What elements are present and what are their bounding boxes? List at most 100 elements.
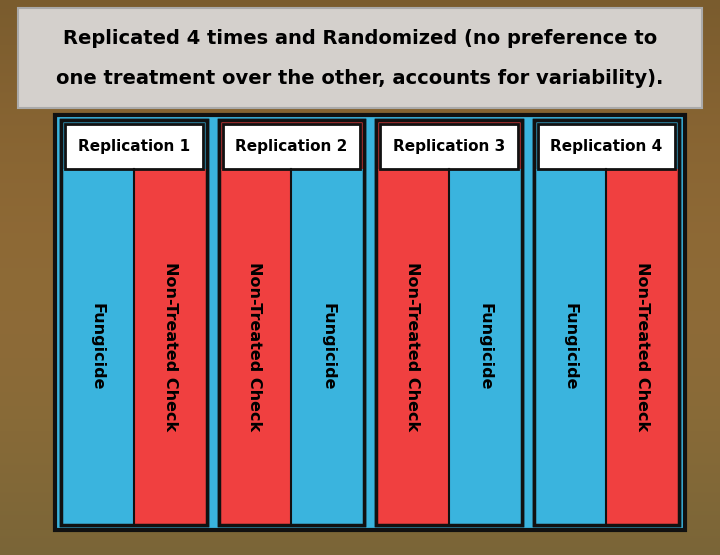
Bar [0,554,720,555]
Bar [0,61,720,62]
Bar [0,222,720,223]
Bar [0,405,720,406]
Bar [0,353,720,354]
Bar [0,17,720,18]
Bar [0,522,720,523]
Bar [0,321,720,322]
Bar [0,209,720,210]
Bar [0,207,720,208]
Bar [0,281,720,282]
Bar [0,547,720,548]
Bar [0,358,720,359]
Bar [0,129,720,130]
Bar [0,122,720,123]
Bar [0,182,720,183]
Bar [534,120,679,525]
Bar [0,386,720,387]
Bar [0,173,720,174]
Bar [0,336,720,337]
Bar [0,378,720,379]
Bar [0,130,720,131]
Bar [0,492,720,493]
Bar [0,469,720,470]
Bar [0,310,720,311]
Bar [0,464,720,465]
Bar [0,515,720,516]
Bar [0,74,720,75]
Bar [0,11,720,12]
Bar [0,274,720,275]
Bar [55,115,685,530]
Bar [0,402,720,403]
Bar [0,221,720,222]
Bar [0,126,720,127]
Bar [0,257,720,258]
Bar [0,390,720,391]
Bar [0,396,720,397]
Bar [0,165,720,166]
Bar [0,329,720,330]
Bar [0,101,720,102]
Bar [0,48,720,49]
Bar [0,47,720,48]
Bar [0,475,720,476]
Bar [0,288,720,289]
Bar [0,423,720,424]
Bar [0,244,720,245]
Bar [0,35,720,36]
Bar [0,227,720,228]
Bar [0,93,720,94]
Bar [0,322,720,323]
Bar [0,145,720,146]
Bar [0,282,720,283]
Bar [0,373,720,374]
Bar [0,360,720,361]
Bar [0,186,720,187]
Bar [0,141,720,142]
Bar [0,136,720,137]
Bar [0,99,720,100]
Bar [0,474,720,475]
Bar [376,120,521,525]
Bar [0,191,720,192]
Bar [0,500,720,501]
Bar [0,476,720,477]
Bar [0,278,720,279]
Bar [0,18,720,19]
Bar [0,354,720,355]
Bar [0,138,720,139]
Bar [0,369,720,370]
Bar [0,152,720,153]
Bar [0,236,720,237]
Bar [0,429,720,430]
Bar [0,521,720,522]
Bar [0,166,720,167]
Bar [0,70,720,71]
Bar [0,370,720,371]
Bar [0,229,720,230]
Bar [0,471,720,472]
Bar [0,457,720,458]
Bar [0,201,720,202]
Bar [0,155,720,156]
Bar [0,372,720,373]
Bar [0,283,720,284]
Bar [0,325,720,326]
Bar [0,259,720,260]
Bar [0,90,720,91]
Bar [0,86,720,87]
Bar [0,328,720,329]
Bar [0,13,720,14]
Bar [0,363,720,364]
Bar [0,479,720,480]
Bar [0,263,720,264]
Bar [0,306,720,307]
Bar [0,415,720,416]
Bar [0,26,720,27]
Bar [0,156,720,157]
Bar [0,371,720,372]
Bar [0,128,720,129]
Bar [0,419,720,420]
Bar [0,524,720,525]
Bar [0,342,720,343]
